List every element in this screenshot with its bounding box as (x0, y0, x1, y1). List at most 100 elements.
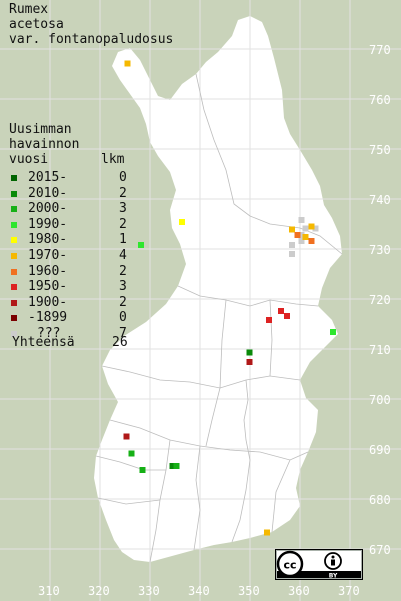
observation-marker (169, 463, 176, 469)
legend-count: 2 (119, 216, 127, 232)
legend-count: 3 (119, 201, 127, 217)
finland-outline (94, 16, 342, 562)
legend-swatch (11, 206, 17, 213)
legend-label: 2015- (28, 170, 68, 185)
legend-count: 0 (119, 170, 127, 185)
legend-count: 7 (119, 325, 127, 341)
x-tick-label: 370 (338, 584, 360, 598)
legend-head-count: lkm (101, 152, 125, 167)
legend-swatch (11, 284, 17, 291)
legend-swatch (11, 190, 17, 197)
observation-marker (308, 223, 315, 230)
y-tick-label: 710 (369, 343, 391, 357)
observation-marker (128, 450, 135, 457)
title-genus: Rumex (9, 2, 49, 17)
legend-label: 1970- (28, 247, 68, 263)
observation-marker (264, 529, 270, 536)
x-tick-label: 360 (288, 584, 310, 598)
observation-marker (278, 308, 284, 314)
observation-markers (123, 60, 336, 536)
total-label: Yhteensä (12, 335, 75, 350)
observation-marker (284, 313, 290, 319)
observation-marker (138, 242, 144, 248)
legend-count: 2 (119, 185, 127, 201)
observation-marker (302, 234, 309, 240)
observation-marker (124, 60, 131, 67)
legend-swatch (11, 175, 17, 181)
legend-label: 1960- (28, 263, 68, 279)
legend-swatch (11, 315, 17, 322)
legend-label: 1990- (28, 216, 68, 232)
observation-marker (173, 463, 180, 469)
cc-by-license-badge[interactable]: cc BY (275, 549, 363, 580)
legend-label: 1950- (28, 279, 68, 295)
x-tick-label: 340 (188, 584, 210, 598)
legend-count: 4 (119, 247, 127, 263)
y-tick-label: 700 (369, 393, 391, 407)
legend-head-year: vuosi (9, 152, 49, 167)
observation-marker (312, 225, 319, 232)
y-tick-label: 740 (369, 193, 391, 207)
legend-count: 2 (119, 263, 127, 279)
observation-marker (179, 219, 185, 225)
title-variety: var. fontanopaludosus (9, 32, 174, 47)
legend-swatch (11, 268, 17, 275)
legend-count: 1 (119, 232, 127, 248)
badge-bottom-strip (277, 571, 361, 578)
observation-marker (298, 232, 305, 238)
legend-count: 3 (119, 279, 127, 295)
x-tick-label: 350 (238, 584, 260, 598)
observation-marker (302, 225, 309, 232)
region-borders (95, 73, 343, 563)
observation-marker (139, 467, 146, 473)
observation-marker (123, 433, 130, 440)
observation-marker (246, 359, 253, 365)
x-tick-label: 320 (88, 584, 110, 598)
observation-marker (289, 251, 295, 257)
legend-label: -1899 (28, 310, 68, 326)
legend-label: ??? (37, 325, 61, 341)
title-species: acetosa (9, 17, 64, 32)
observation-marker (289, 226, 295, 233)
observation-marker (294, 232, 301, 238)
observation-marker (298, 217, 305, 223)
y-tick-label: 680 (369, 493, 391, 507)
legend-swatch (11, 237, 17, 244)
observation-marker (308, 238, 315, 244)
y-tick-label: 690 (369, 443, 391, 457)
observation-marker (289, 242, 295, 248)
observation-marker (330, 329, 336, 335)
y-tick-label: 730 (369, 243, 391, 257)
legend-label: 1900- (28, 294, 68, 310)
observation-marker (266, 317, 272, 323)
cc-text: cc (283, 559, 296, 572)
legend-head-line1: Uusimman (9, 122, 72, 137)
legend-swatch (11, 330, 17, 337)
legend-head-line2: havainnon (9, 137, 80, 152)
legend-label: 2000- (28, 201, 68, 217)
legend-count: 2 (119, 294, 127, 310)
x-tick-label: 310 (38, 584, 60, 598)
y-tick-label: 720 (369, 293, 391, 307)
y-tick-label: 760 (369, 93, 391, 107)
legend-label: 2010- (28, 185, 68, 201)
y-tick-label: 670 (369, 543, 391, 557)
x-tick-label: 330 (138, 584, 160, 598)
legend-swatch (11, 252, 17, 259)
y-tick-label: 770 (369, 43, 391, 57)
by-person-icon (324, 552, 342, 570)
cc-icon: cc (276, 550, 304, 578)
y-tick-label: 750 (369, 143, 391, 157)
observation-marker (246, 349, 253, 356)
total-value: 26 (112, 335, 128, 350)
observation-marker (298, 238, 305, 244)
legend-count: 0 (119, 310, 127, 326)
species-title: Rumex acetosa var. fontanopaludosus (9, 2, 173, 47)
by-text: BY (329, 572, 338, 579)
legend-swatch (11, 299, 17, 306)
legend-swatch (11, 221, 17, 228)
legend-header: Uusimman havainnon vuosi lkm (9, 122, 124, 167)
legend-label: 1980- (28, 232, 68, 248)
